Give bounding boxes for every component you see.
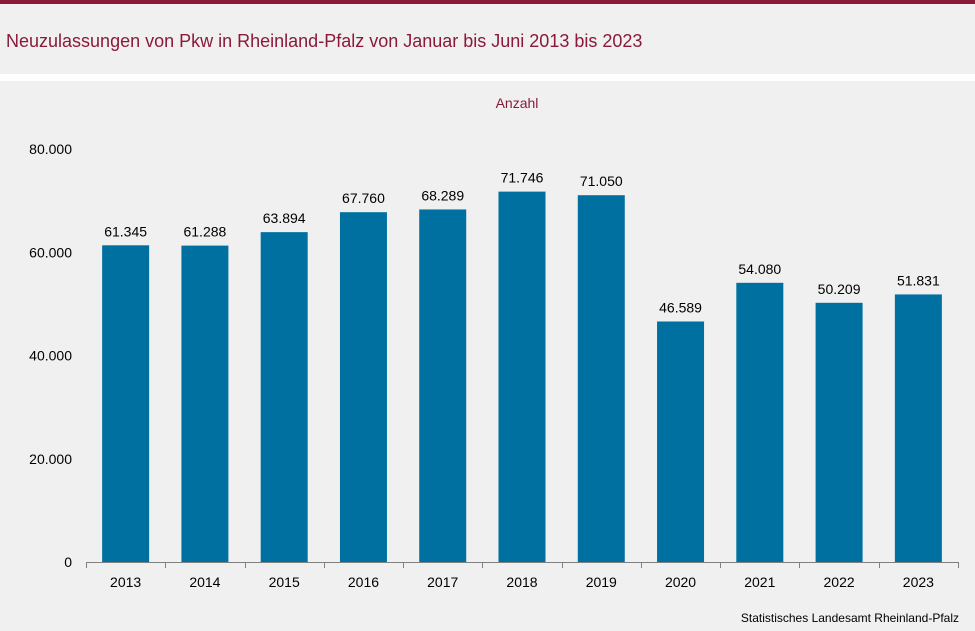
y-tick-label: 0 xyxy=(64,554,72,570)
data-label: 63.894 xyxy=(263,210,306,226)
data-label: 67.760 xyxy=(342,190,385,206)
y-tick-label: 20.000 xyxy=(29,451,72,467)
unit-label: Anzahl xyxy=(496,95,539,111)
x-tick-label: 2017 xyxy=(427,574,458,590)
bar xyxy=(498,191,546,562)
bar xyxy=(657,321,705,562)
y-tick-label: 60.000 xyxy=(29,244,72,260)
x-tick-label: 2022 xyxy=(824,574,855,590)
top-accent-bar xyxy=(0,0,975,4)
source-note: Statistisches Landesamt Rheinland-Pfalz xyxy=(740,611,959,625)
data-label: 71.746 xyxy=(501,170,544,186)
bar xyxy=(419,209,467,562)
y-tick-label: 40.000 xyxy=(29,348,72,364)
data-label: 51.831 xyxy=(897,272,940,288)
bar-chart: Anzahl 0 20.000 40.000 60.000 80.000 61.345 61.… xyxy=(29,95,959,590)
x-tick-label: 2018 xyxy=(506,574,537,590)
data-label: 50.209 xyxy=(818,281,861,297)
x-tick-label: 2019 xyxy=(586,574,617,590)
x-tick-label: 2015 xyxy=(269,574,300,590)
chart-title: Neuzulassungen von Pkw in Rheinland-Pfal… xyxy=(6,31,643,51)
bar xyxy=(577,195,625,562)
data-label: 46.589 xyxy=(659,299,702,315)
x-tick-label: 2013 xyxy=(110,574,141,590)
data-label: 61.288 xyxy=(183,224,226,240)
bar xyxy=(102,245,150,562)
x-tick-label: 2014 xyxy=(189,574,220,590)
chart-area: Anzahl 0 20.000 40.000 60.000 80.000 61.345 61.… xyxy=(0,81,975,631)
bar xyxy=(181,245,229,562)
y-tick-label: 80.000 xyxy=(29,141,72,157)
data-label: 68.289 xyxy=(421,187,464,203)
bar xyxy=(339,212,387,562)
data-label: 71.050 xyxy=(580,173,623,189)
x-tick-label: 2020 xyxy=(665,574,696,590)
bar xyxy=(894,294,942,562)
bar xyxy=(815,302,863,562)
header: Neuzulassungen von Pkw in Rheinland-Pfal… xyxy=(0,4,975,74)
x-tick-label: 2023 xyxy=(903,574,934,590)
data-label: 54.080 xyxy=(738,261,781,277)
data-label: 61.345 xyxy=(104,223,147,239)
x-tick-label: 2016 xyxy=(348,574,379,590)
x-tick-label: 2021 xyxy=(744,574,775,590)
bar xyxy=(260,232,308,563)
bar xyxy=(736,282,784,562)
